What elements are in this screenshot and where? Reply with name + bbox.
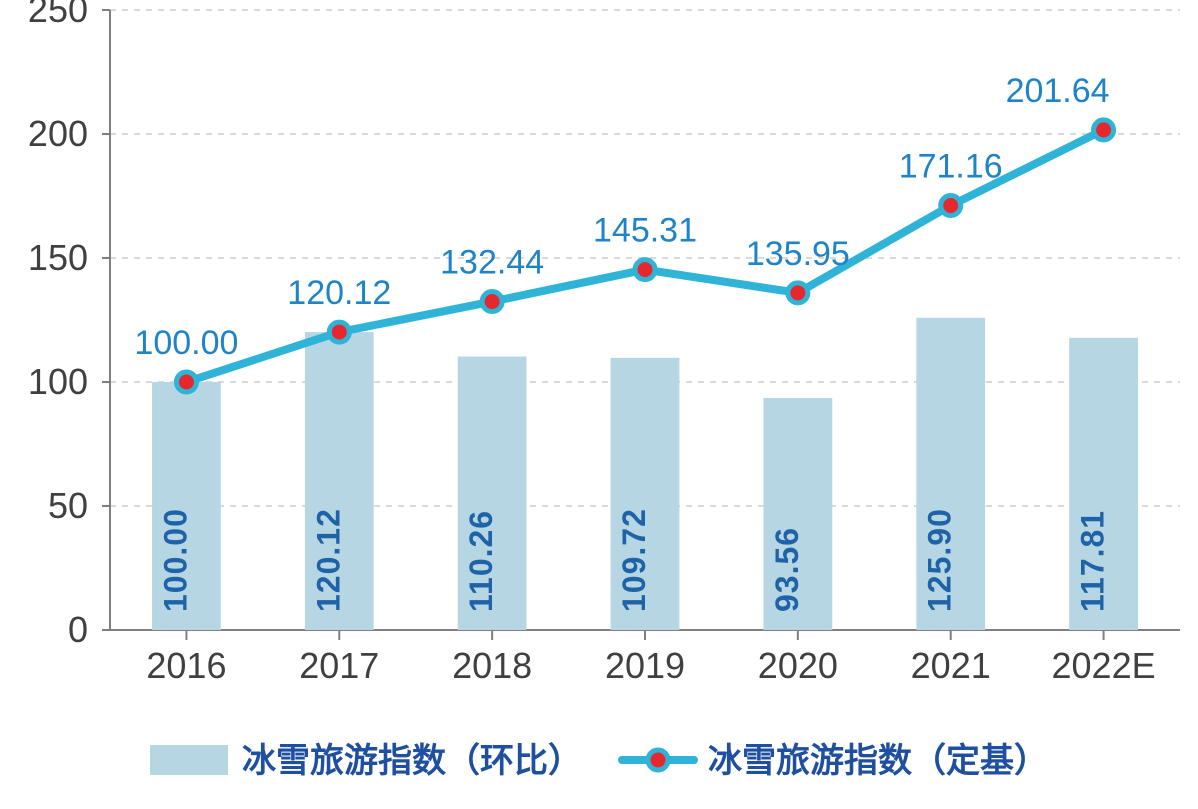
line-marker bbox=[329, 322, 349, 342]
line-value-label: 145.31 bbox=[593, 212, 697, 250]
bar-value-label: 120.12 bbox=[310, 508, 346, 612]
bar-value-label: 109.72 bbox=[616, 508, 652, 612]
line-marker bbox=[482, 292, 502, 312]
line-marker bbox=[788, 283, 808, 303]
line-marker bbox=[176, 372, 196, 392]
legend-swatch-marker bbox=[648, 750, 668, 770]
legend-swatch-bar bbox=[150, 745, 228, 775]
x-tick-label: 2019 bbox=[605, 645, 685, 686]
y-tick-label: 200 bbox=[28, 113, 88, 154]
x-tick-label: 2022E bbox=[1052, 645, 1156, 686]
bar-value-label: 100.00 bbox=[157, 508, 193, 612]
bar-value-label: 125.90 bbox=[922, 508, 958, 612]
line-value-label: 120.12 bbox=[287, 274, 391, 312]
y-tick-label: 100 bbox=[28, 361, 88, 402]
x-tick-label: 2020 bbox=[758, 645, 838, 686]
legend-label-line: 冰雪旅游指数（定基） bbox=[708, 741, 1048, 780]
y-tick-label: 150 bbox=[28, 237, 88, 278]
line-value-label: 100.00 bbox=[134, 324, 238, 362]
y-tick-label: 0 bbox=[68, 609, 88, 650]
line-value-label: 132.44 bbox=[440, 244, 544, 282]
chart-svg: 0 50 100 150 200 250 100.00 2016 120.12 2017 110.2… bbox=[0, 0, 1198, 809]
line-value-label: 201.64 bbox=[1006, 72, 1110, 110]
line-value-label: 135.95 bbox=[746, 235, 850, 273]
line-marker bbox=[1094, 120, 1114, 140]
y-tick-label: 250 bbox=[28, 0, 88, 30]
x-tick-label: 2021 bbox=[911, 645, 991, 686]
line-marker bbox=[635, 260, 655, 280]
y-tick-label: 50 bbox=[48, 485, 88, 526]
x-tick-label: 2018 bbox=[452, 645, 532, 686]
x-tick-label: 2017 bbox=[299, 645, 379, 686]
legend-label-bar: 冰雪旅游指数（环比） bbox=[242, 741, 582, 780]
x-tick-label: 2016 bbox=[146, 645, 226, 686]
bar-value-label: 110.26 bbox=[463, 510, 499, 612]
bar-value-label: 117.81 bbox=[1075, 510, 1111, 612]
bar-value-label: 93.56 bbox=[769, 527, 805, 612]
line-marker bbox=[941, 196, 961, 216]
ice-snow-tourism-index-chart: 0 50 100 150 200 250 100.00 2016 120.12 2017 110.2… bbox=[0, 0, 1198, 809]
line-value-label: 171.16 bbox=[899, 148, 1003, 186]
